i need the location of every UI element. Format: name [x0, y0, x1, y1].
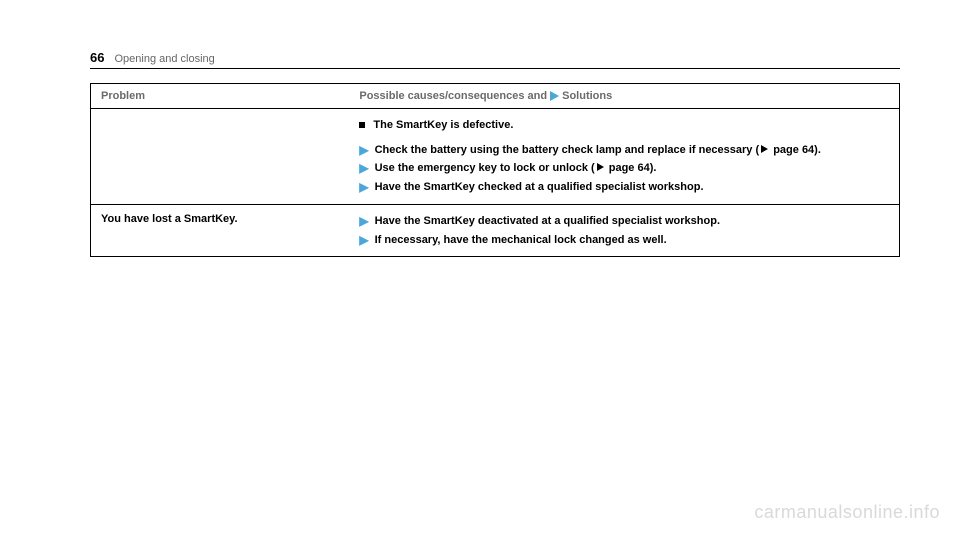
solution-text-a: Check the battery using the battery chec… — [375, 144, 760, 156]
solutions-cell: The SmartKey is defective. ▶ Check the b… — [349, 109, 899, 205]
solution-text-b: page 64). — [770, 144, 821, 156]
triangle-right-icon: ▶ — [359, 232, 368, 249]
section-title: Opening and closing — [114, 53, 214, 65]
solutions-cell: ▶ Have the SmartKey deactivated at a qua… — [349, 204, 899, 257]
page-container: 66 Opening and closing Problem Possible … — [0, 0, 960, 277]
watermark-text: carmanualsonline.info — [754, 502, 940, 523]
link-arrow-icon — [597, 163, 604, 171]
solution-item: ▶ Use the emergency key to lock or unloc… — [359, 160, 889, 177]
problem-cell — [91, 109, 350, 205]
bullet-square-icon — [359, 122, 365, 128]
troubleshooting-table: Problem Possible causes/consequences and… — [90, 83, 900, 257]
cause-text: The SmartKey is defective. — [373, 117, 513, 134]
solutions-header-suffix: Solutions — [562, 90, 612, 102]
solution-text-b: page 64). — [606, 162, 657, 174]
arrow-right-icon — [550, 91, 559, 101]
solution-text: Have the SmartKey deactivated at a quali… — [375, 213, 720, 230]
table-row: The SmartKey is defective. ▶ Check the b… — [91, 109, 900, 205]
table-header-row: Problem Possible causes/consequences and… — [91, 84, 900, 109]
page-header: 66 Opening and closing — [90, 50, 900, 69]
column-header-solutions: Possible causes/consequences and Solutio… — [349, 84, 899, 109]
solution-text: Use the emergency key to lock or unlock … — [375, 160, 657, 177]
problem-cell: You have lost a SmartKey. — [91, 204, 350, 257]
solutions-header-prefix: Possible causes/consequences and — [359, 90, 550, 102]
solution-text: Have the SmartKey checked at a qualified… — [375, 179, 704, 196]
solution-item: ▶ If necessary, have the mechanical lock… — [359, 232, 889, 249]
triangle-right-icon: ▶ — [359, 142, 368, 159]
solution-text: If necessary, have the mechanical lock c… — [375, 232, 667, 249]
solution-text-a: Use the emergency key to lock or unlock … — [375, 162, 595, 174]
solution-item: ▶ Have the SmartKey checked at a qualifi… — [359, 179, 889, 196]
table-row: You have lost a SmartKey. ▶ Have the Sma… — [91, 204, 900, 257]
solution-item: ▶ Check the battery using the battery ch… — [359, 142, 889, 159]
triangle-right-icon: ▶ — [359, 179, 368, 196]
link-arrow-icon — [761, 145, 768, 153]
column-header-problem: Problem — [91, 84, 350, 109]
page-number: 66 — [90, 50, 104, 65]
triangle-right-icon: ▶ — [359, 213, 368, 230]
solution-item: ▶ Have the SmartKey deactivated at a qua… — [359, 213, 889, 230]
cause-item: The SmartKey is defective. — [359, 117, 889, 134]
solution-text: Check the battery using the battery chec… — [375, 142, 821, 159]
triangle-right-icon: ▶ — [359, 160, 368, 177]
